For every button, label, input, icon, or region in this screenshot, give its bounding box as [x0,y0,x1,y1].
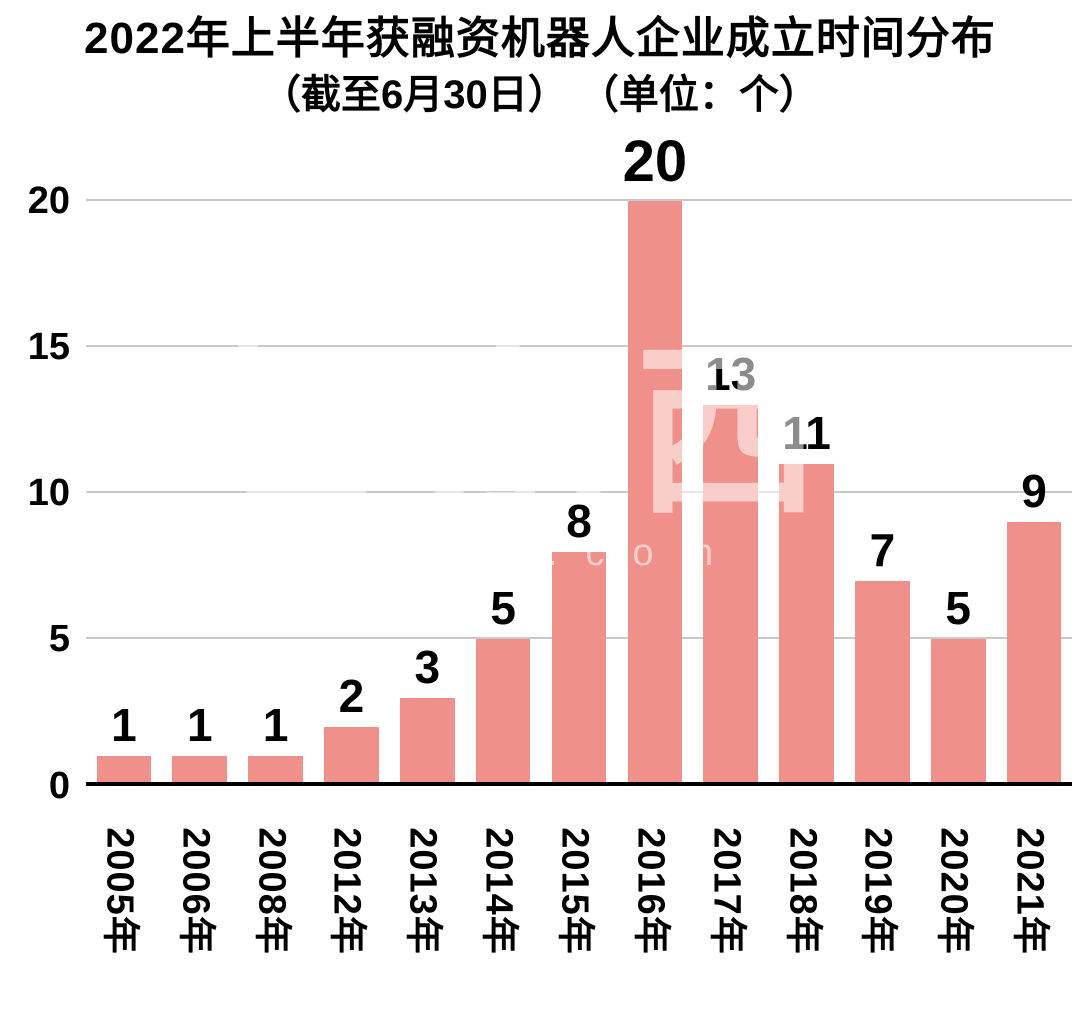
chart-subtitle: （截至6月30日） （单位：个） [261,72,819,117]
bar-2016年: 20 [623,132,687,786]
x-tick-label: 2008年 [250,826,293,955]
bar-value-label: 2 [338,670,365,723]
x-tick-label: 2021年 [1008,826,1051,955]
x-tick-label: 2013年 [401,826,444,955]
bar-column: 2 [314,201,390,786]
bar-2008年: 1 [248,702,303,786]
x-axis-labels: 2005年 2006年 2008年 2012年 2013年 2014年 2015年 2016年… [86,796,1072,986]
x-tick-label: 2012年 [325,826,368,955]
x-tick: 2008年 [238,796,314,986]
bar-2017年: 13 [703,351,758,786]
bars-layer: 1 1 1 2 3 5 8 20 13 11 7 5 9 [86,132,1072,786]
x-tick: 2013年 [389,796,465,986]
bar-column: 11 [769,201,845,786]
x-tick: 2019年 [844,796,920,986]
x-tick: 2016年 [617,796,693,986]
bar-2005年: 1 [96,702,152,786]
bar-value-label: 5 [490,582,516,635]
bar-2021年: 9 [1006,468,1062,786]
bar-column: 3 [389,201,465,786]
bar-value-label: 9 [1021,465,1047,518]
y-tick-label: 10 [27,472,70,515]
gridline [86,344,1072,347]
bar-value-label: 1 [186,699,213,752]
bar-value-label: 20 [622,128,688,194]
y-tick-label: 0 [48,764,70,807]
x-tick: 2018年 [769,796,845,986]
bar-chart-page: 2022年上半年获融资机器人企业成立时间分布 （截至6月30日） （单位：个） … [0,14,1080,986]
plot-area: 1 1 1 2 3 5 8 20 13 11 7 5 9 智东西 zhidx.com [86,132,1072,786]
x-tick: 2015年 [541,796,617,986]
bar-column: 1 [162,201,238,786]
x-tick-label: 2016年 [629,826,672,955]
x-tick-label: 2018年 [781,826,824,955]
bar-value-label: 7 [869,523,896,576]
bar-column: 20 [617,132,693,786]
bar-value-label: 1 [111,699,137,752]
bar-2013年: 3 [400,644,455,786]
bar-2020年: 5 [930,585,986,786]
bar-2019年: 7 [855,527,910,786]
x-tick-label: 2006年 [174,826,217,955]
y-tick-label: 5 [48,618,70,661]
x-tick-label: 2014年 [477,826,520,955]
x-axis-line [86,781,1072,786]
x-tick-label: 2019年 [856,826,899,955]
bar-column: 8 [541,201,617,786]
bar-column: 9 [996,201,1072,786]
bar-value-label: 11 [782,406,831,459]
bar-2015年: 8 [551,498,607,786]
x-tick: 2006年 [162,796,238,986]
chart-area: 0 5 10 15 20 1 1 1 2 3 5 8 20 13 11 7 5 9 智东西 zhidx.com [0,132,1080,805]
x-tick: 2012年 [314,796,390,986]
bar-column: 1 [238,201,314,786]
bar-value-label: 5 [945,582,971,635]
chart-title: 2022年上半年获融资机器人企业成立时间分布 [84,14,996,63]
bar-column: 7 [844,201,920,786]
x-tick: 2021年 [996,796,1072,986]
x-tick: 2005年 [86,796,162,986]
bar-column: 5 [920,201,996,786]
bar-2014年: 5 [475,585,531,786]
bar-2006年: 1 [172,702,228,786]
bar-column: 1 [86,201,162,786]
x-tick: 2020年 [920,796,996,986]
bar-value-label: 3 [414,640,441,693]
x-tick-label: 2020年 [932,826,975,955]
bar-2012年: 2 [324,673,379,786]
bar-column: 5 [465,201,541,786]
bar-2018年: 11 [779,410,834,786]
bar-column: 13 [693,201,769,786]
x-tick-label: 2017年 [705,826,748,955]
y-axis: 0 5 10 15 20 [0,182,86,805]
x-tick-label: 2005年 [98,826,141,955]
gridline [86,198,1072,201]
x-tick: 2017年 [693,796,769,986]
y-tick-label: 20 [27,179,70,222]
x-tick-label: 2015年 [553,826,596,955]
gridline [86,491,1072,494]
bar-value-label: 13 [705,348,757,401]
bar-value-label: 1 [262,699,289,752]
x-tick: 2014年 [465,796,541,986]
y-tick-label: 15 [27,325,70,368]
bar-value-label: 8 [566,494,592,547]
